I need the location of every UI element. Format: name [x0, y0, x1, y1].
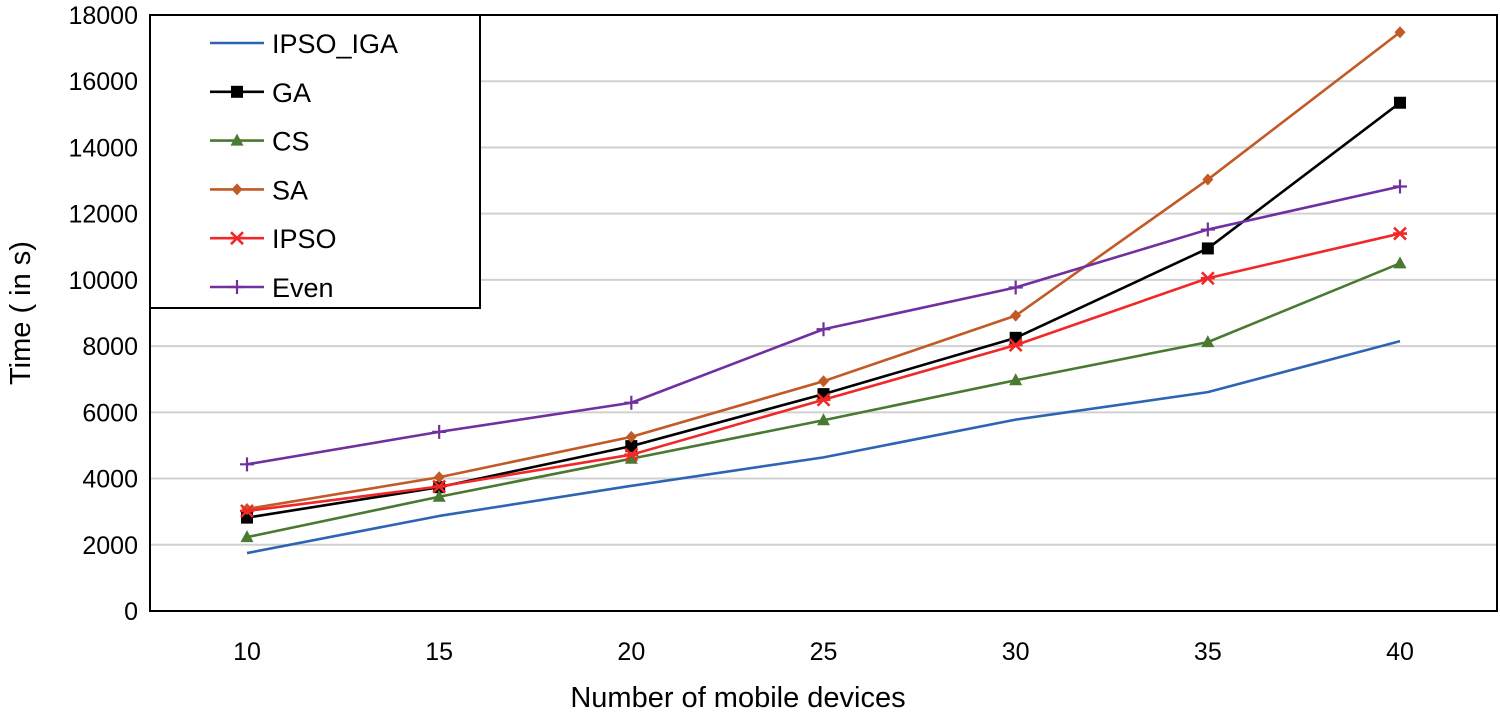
legend-label: IPSO_IGA: [272, 29, 398, 59]
data-point-ga: [625, 440, 638, 453]
data-point-cs: [624, 451, 638, 464]
data-point-ipso: [432, 479, 447, 494]
series-cs: [240, 256, 1407, 543]
data-point-sa: [433, 471, 445, 484]
data-point-even: [1200, 222, 1215, 237]
data-point-cs: [240, 530, 254, 543]
x-tick-label: 25: [810, 638, 838, 666]
data-point-even: [1008, 280, 1023, 295]
data-point-ipso: [624, 447, 639, 462]
x-tick-label: 30: [1002, 638, 1030, 666]
legend-item-ga: GA: [210, 78, 311, 108]
legend-label: IPSO: [272, 224, 337, 254]
data-point-ipso: [240, 504, 254, 518]
series-sa: [241, 26, 1406, 516]
data-point-cs: [1393, 256, 1407, 269]
legend-item-cs: CS: [210, 127, 310, 157]
x-tick-label: 40: [1386, 638, 1414, 666]
data-point-cs: [1009, 373, 1023, 386]
data-point-even: [624, 395, 639, 410]
y-tick-label: 0: [124, 598, 138, 626]
legend-box: [149, 14, 481, 309]
data-point-ipso: [1393, 226, 1407, 241]
data-point-cs: [1201, 335, 1215, 348]
x-tick-label: 15: [425, 638, 453, 666]
data-point-sa: [625, 430, 637, 443]
legend-label: SA: [272, 175, 308, 205]
legend-item-sa: SA: [210, 175, 308, 205]
legend-label: CS: [272, 127, 310, 157]
legend-item-even: Even: [210, 273, 334, 303]
series-even: [240, 179, 1407, 472]
y-tick-label: 8000: [82, 333, 138, 361]
y-tick-label: 16000: [68, 68, 138, 96]
legend-item-ipso: IPSO: [210, 224, 337, 254]
legend-swatch-marker: [230, 231, 244, 246]
legend-swatch-marker: [230, 133, 244, 146]
y-tick-label: 4000: [82, 466, 138, 494]
series-ipso: [240, 226, 1407, 518]
data-point-even: [816, 322, 831, 337]
y-tick-label: 18000: [68, 2, 138, 30]
data-point-sa: [1010, 309, 1022, 322]
data-point-cs: [432, 489, 446, 502]
legend-swatch-marker: [231, 183, 243, 196]
series-line-ipso-iga: [246, 339, 1401, 555]
data-point-ipso: [1008, 338, 1023, 353]
x-tick-label: 10: [233, 638, 261, 666]
legend-swatch-marker: [231, 85, 243, 98]
x-tick-label: 35: [1194, 638, 1222, 666]
legend-item-ipso-iga: IPSO_IGA: [210, 29, 398, 59]
data-point-sa: [1202, 173, 1214, 186]
data-point-even: [432, 424, 447, 439]
y-tick-label: 10000: [68, 267, 138, 295]
plot-area-border: [149, 14, 1498, 612]
x-tick-label: 20: [617, 638, 645, 666]
data-point-even: [1393, 179, 1407, 194]
legend-label: GA: [272, 78, 311, 108]
y-axis-title: Time ( in s): [5, 241, 37, 385]
data-point-ga: [1394, 96, 1406, 109]
data-point-sa: [818, 375, 829, 388]
x-axis-title: Number of mobile devices: [570, 682, 905, 713]
data-point-even: [240, 457, 254, 472]
data-point-cs: [817, 413, 830, 426]
y-tick-label: 2000: [82, 532, 138, 560]
y-tick-label: 6000: [82, 399, 138, 427]
legend-swatch-marker: [230, 280, 244, 294]
series-ipso-iga: [246, 339, 1401, 555]
y-tick-label: 12000: [68, 201, 138, 229]
data-point-sa: [1394, 26, 1406, 39]
data-point-ipso: [1200, 271, 1215, 286]
data-point-ga: [1201, 242, 1214, 255]
data-point-ipso: [816, 392, 831, 407]
y-tick-label: 14000: [68, 134, 138, 162]
legend-label: Even: [272, 273, 334, 303]
